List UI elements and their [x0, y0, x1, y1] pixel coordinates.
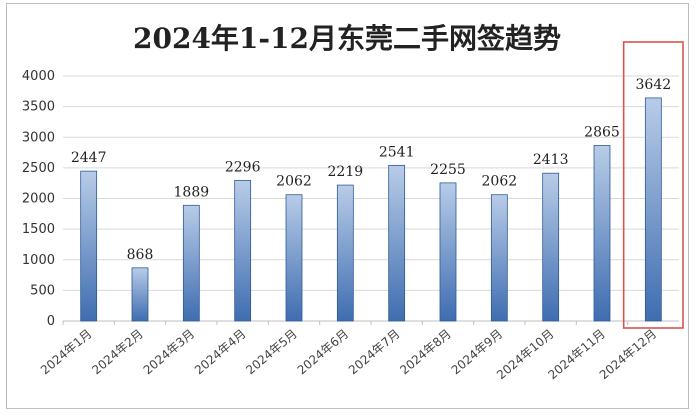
x-tick-label: 2024年2月	[89, 327, 146, 378]
bar	[80, 170, 98, 322]
data-label: 2062	[482, 174, 518, 190]
x-tick-label: 2024年7月	[346, 327, 403, 378]
y-tick-label: 3500	[22, 100, 55, 115]
data-label: 2447	[71, 150, 107, 166]
x-tick-label: 2024年4月	[192, 327, 249, 378]
highlight	[622, 41, 684, 329]
y-tick-label: 0	[47, 314, 55, 329]
data-label: 2062	[276, 174, 312, 190]
data-label: 3642	[636, 77, 672, 93]
gridlines	[63, 75, 679, 322]
bar	[131, 267, 149, 322]
data-labels: 2447 868 1889 2296 2062 2219 2541 2255 2062 2413 2…	[71, 77, 671, 263]
bar	[336, 184, 354, 322]
x-tick-label: 2024年3月	[141, 327, 198, 378]
data-label: 2865	[584, 125, 620, 141]
data-label: 1889	[174, 184, 210, 200]
highlight-box	[622, 41, 684, 329]
x-tick-label: 2024年1月	[38, 327, 95, 378]
bar	[490, 194, 508, 322]
data-label: 2541	[379, 144, 415, 160]
chart-frame: 2024年1-12月东莞二手网签趋势 0 500 1000 1500 2000 2500 3…	[6, 3, 689, 409]
data-label: 2413	[533, 152, 569, 168]
data-label: 868	[127, 247, 154, 263]
data-label: 2255	[430, 162, 466, 178]
x-tick-label: 2024年12月	[597, 327, 659, 383]
chart-title: 2024年1-12月东莞二手网签趋势	[133, 22, 561, 55]
x-tick-label: 2024年8月	[397, 327, 454, 378]
bar	[644, 97, 662, 322]
bar-chart: 2024年1-12月东莞二手网签趋势 0 500 1000 1500 2000 2500 3…	[22, 22, 684, 382]
y-tick-label: 2500	[22, 161, 55, 176]
bar	[439, 182, 457, 322]
y-tick-label: 1500	[22, 222, 55, 237]
y-tick-label: 2000	[22, 192, 55, 207]
y-axis-ticks: 0 500 1000 1500 2000 2500 3000 3500 4000	[22, 69, 55, 329]
y-tick-label: 4000	[22, 69, 55, 84]
x-axis-ticks: 2024年1月2024年2月2024年3月2024年4月2024年5月2024年…	[38, 321, 659, 382]
y-tick-label: 3000	[22, 130, 55, 145]
bar	[285, 194, 303, 322]
bar	[388, 164, 406, 322]
bar	[593, 145, 611, 322]
bar	[234, 179, 252, 322]
y-tick-label: 500	[30, 283, 55, 298]
data-label: 2219	[328, 164, 364, 180]
data-label: 2296	[225, 159, 261, 175]
bars	[80, 97, 662, 322]
x-tick-label: 2024年5月	[243, 327, 300, 378]
y-tick-label: 1000	[22, 253, 55, 268]
x-tick-label: 2024年6月	[295, 327, 352, 378]
bar	[182, 204, 200, 322]
bar	[542, 172, 560, 322]
